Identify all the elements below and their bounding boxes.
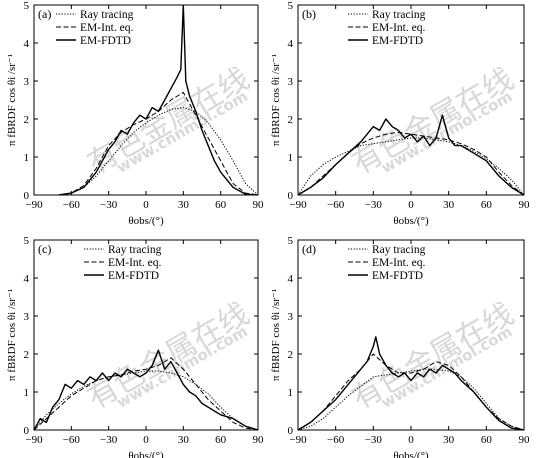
x-tick-label: −90: [25, 434, 43, 446]
panel-label: (b): [302, 7, 316, 21]
x-tick-label: −90: [289, 199, 307, 211]
y-tick-label: 4: [288, 273, 294, 285]
y-tick-label: 3: [24, 311, 30, 323]
x-axis-label: θobs/(°): [128, 215, 164, 227]
legend-label: EM-FDTD: [372, 35, 423, 47]
y-tick-label: 0: [288, 190, 294, 202]
x-tick-label: 0: [143, 434, 149, 446]
x-tick-label: −90: [289, 434, 307, 446]
y-tick-label: 4: [24, 38, 30, 50]
legend-label: EM-FDTD: [372, 270, 423, 282]
legend-label: EM-Int. eq.: [80, 22, 133, 34]
y-tick-label: 2: [24, 349, 30, 361]
legend-label: Ray tracing: [372, 244, 426, 256]
x-tick-label: 30: [178, 199, 190, 211]
watermark-text: 有色金属在线: [346, 62, 519, 182]
series-line-em-int-eq-: [34, 357, 258, 430]
x-tick-label: 0: [408, 199, 414, 211]
x-axis-label: θobs/(°): [128, 450, 164, 458]
y-tick-label: 3: [288, 311, 294, 323]
legend-label: EM-Int. eq.: [108, 257, 161, 269]
y-axis-label: π fBRDF cos θi /sr⁻¹: [6, 289, 18, 381]
series-line-ray-tracing: [58, 107, 258, 195]
y-tick-label: 1: [288, 387, 294, 399]
x-tick-label: 60: [481, 434, 493, 446]
x-tick-label: 90: [519, 434, 531, 446]
y-tick-label: 5: [24, 235, 30, 247]
x-tick-label: 30: [443, 199, 455, 211]
y-tick-label: 0: [288, 425, 294, 437]
legend-label: Ray tracing: [80, 9, 134, 21]
watermark-text: 有色金属在线: [82, 296, 255, 416]
x-axis-label: θobs/(°): [393, 215, 429, 227]
panel-label: (a): [38, 7, 51, 21]
watermark-text: 有色金属在线: [82, 61, 255, 181]
x-tick-label: 0: [143, 199, 149, 211]
y-tick-label: 4: [24, 273, 30, 285]
x-tick-label: 60: [481, 199, 493, 211]
y-tick-label: 5: [24, 0, 30, 12]
y-tick-label: 3: [288, 76, 294, 88]
series-line-em-fdtd: [298, 114, 524, 195]
x-tick-label: −30: [100, 199, 118, 211]
x-tick-label: −60: [63, 434, 81, 446]
y-tick-label: 3: [24, 76, 30, 88]
y-tick-label: 1: [24, 152, 30, 164]
x-tick-label: 90: [519, 199, 531, 211]
y-tick-label: 2: [288, 349, 294, 361]
legend-label: Ray tracing: [108, 244, 162, 256]
panel-label: (c): [38, 242, 51, 256]
x-tick-label: 60: [215, 199, 227, 211]
x-tick-label: −30: [100, 434, 118, 446]
panel-label: (d): [302, 242, 316, 256]
x-tick-label: −60: [327, 434, 345, 446]
y-tick-label: 1: [288, 152, 294, 164]
x-tick-label: 30: [178, 434, 190, 446]
y-tick-label: 0: [24, 190, 30, 202]
y-tick-label: 0: [24, 425, 30, 437]
y-axis-label: π fBRDF cos θi /sr⁻¹: [270, 54, 282, 146]
x-tick-label: 90: [253, 434, 265, 446]
x-tick-label: −60: [63, 199, 81, 211]
x-tick-label: 60: [215, 434, 227, 446]
x-tick-label: 90: [253, 199, 265, 211]
y-tick-label: 2: [24, 114, 30, 126]
series-line-ray-tracing: [298, 137, 524, 195]
watermark-text: 有色金属在线: [346, 297, 519, 417]
x-tick-label: −30: [365, 434, 383, 446]
x-tick-label: −60: [327, 199, 345, 211]
legend-label: Ray tracing: [372, 9, 426, 21]
y-axis-label: π fBRDF cos θi /sr⁻¹: [6, 54, 18, 146]
y-tick-label: 5: [288, 235, 294, 247]
x-tick-label: 30: [443, 434, 455, 446]
x-tick-label: 0: [408, 434, 414, 446]
series-line-em-fdtd: [58, 5, 258, 195]
series-line-em-fdtd: [298, 336, 524, 430]
x-tick-label: −30: [365, 199, 383, 211]
y-tick-label: 4: [288, 38, 294, 50]
legend-label: EM-FDTD: [80, 35, 131, 47]
legend-label: EM-Int. eq.: [372, 257, 425, 269]
y-tick-label: 5: [288, 0, 294, 12]
y-axis-label: π fBRDF cos θi /sr⁻¹: [270, 289, 282, 381]
x-axis-label: θobs/(°): [393, 450, 429, 458]
y-tick-label: 1: [24, 387, 30, 399]
legend-label: EM-Int. eq.: [372, 22, 425, 34]
series-line-em-fdtd: [34, 349, 258, 430]
legend-label: EM-FDTD: [108, 270, 159, 282]
y-tick-label: 2: [288, 114, 294, 126]
x-tick-label: −90: [25, 199, 43, 211]
